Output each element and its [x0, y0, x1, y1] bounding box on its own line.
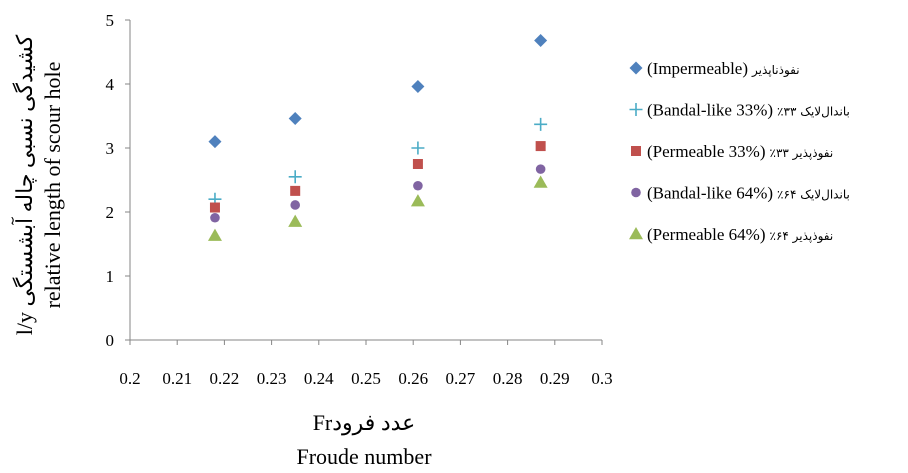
chart-axes — [129, 20, 602, 341]
data-point-triangle — [410, 194, 425, 207]
data-point-circle — [535, 164, 546, 174]
x-tick-label: 0.3 — [591, 369, 612, 388]
legend-item: (Bandal-like 64%) باندال‌لایک ۶۴٪ — [631, 184, 850, 203]
legend-label-en: (Impermeable) — [647, 59, 748, 78]
legend-label-fa: باندال‌لایک ۶۴٪ — [777, 188, 850, 202]
data-point-square — [209, 202, 220, 213]
x-tick-label: 0.27 — [446, 369, 476, 388]
data-point-plus — [288, 170, 302, 184]
y-tick-label: 5 — [106, 11, 115, 30]
data-point-diamond — [288, 112, 302, 126]
data-point-triangle — [207, 228, 222, 241]
legend-label-en: (Bandal-like 64%) — [647, 184, 773, 203]
y-tick-label: 4 — [106, 75, 115, 94]
legend-label-en: (Permeable 64%) — [647, 225, 765, 244]
x-tick-label: 0.25 — [351, 369, 381, 388]
legend-marker-square — [631, 146, 641, 156]
legend-label-en: (Permeable 33%) — [647, 142, 765, 161]
legend-label: (Bandal-like 33%) باندال‌لایک ۳۳٪ — [647, 101, 850, 120]
x-axis-title: Froude number — [296, 444, 432, 469]
data-point-circle — [413, 180, 423, 191]
x-tick-label: 0.28 — [493, 369, 523, 388]
legend-item: (Permeable 64%) نفوذپذیر ۶۴٪ — [629, 225, 833, 244]
x-tick-label: 0.24 — [304, 369, 334, 388]
data-point-plus — [534, 117, 548, 131]
legend-item: (Bandal-like 33%) باندال‌لایک ۳۳٪ — [629, 101, 850, 120]
data-points — [207, 33, 548, 241]
legend-item: (Impermeable) نفوذناپذیر — [629, 59, 800, 78]
x-tick-group: 0.2 0.21 0.22 0.23 0.24 0.25 0.26 0.27 0.28 0.29 0… — [119, 340, 613, 388]
legend-label: (Permeable 64%) نفوذپذیر ۶۴٪ — [647, 225, 833, 244]
data-point-diamond — [534, 33, 548, 47]
data-point-square — [535, 141, 546, 152]
legend-label: (Impermeable) نفوذناپذیر — [647, 59, 800, 78]
legend-label: (Bandal-like 64%) باندال‌لایک ۶۴٪ — [647, 184, 850, 203]
y-tick-label: 0 — [106, 331, 115, 350]
x-tick-label: 0.26 — [398, 369, 428, 388]
x-tick-label: 0.22 — [210, 369, 240, 388]
data-point-square — [290, 185, 301, 196]
x-tick-label: 0.23 — [257, 369, 287, 388]
data-point-plus — [411, 141, 425, 155]
data-point-triangle — [533, 175, 548, 188]
x-tick-label: 0.2 — [119, 369, 140, 388]
x-axis-title-fa: عدد فرودFr — [313, 410, 416, 436]
data-point-circle — [210, 212, 220, 223]
data-point-diamond — [411, 80, 425, 94]
legend-label: (Permeable 33%) نفوذپذیر ۳۳٪ — [647, 142, 833, 161]
legend-label-fa: باندال‌لایک ۳۳٪ — [777, 105, 850, 119]
legend-label-fa: نفوذناپذیر — [751, 63, 800, 78]
data-point-circle — [290, 200, 301, 210]
legend: (Impermeable) نفوذناپذیر (Bandal-like 33%)… — [629, 59, 850, 244]
data-point-square — [412, 159, 423, 169]
y-tick-label: 3 — [106, 139, 115, 158]
data-point-diamond — [208, 135, 222, 149]
x-tick-label: 0.21 — [162, 369, 192, 388]
y-axis-title: relative length of scour hole — [40, 62, 65, 309]
legend-label-fa: نفوذپذیر ۶۴٪ — [769, 229, 833, 244]
legend-item: (Permeable 33%) نفوذپذیر ۳۳٪ — [631, 142, 833, 161]
x-tick-label: 0.29 — [540, 369, 570, 388]
y-tick-label: 1 — [106, 267, 115, 286]
y-tick-label: 2 — [106, 203, 115, 222]
legend-label-en: (Bandal-like 33%) — [647, 101, 773, 120]
legend-marker-triangle — [629, 227, 643, 240]
legend-label-fa: نفوذپذیر ۳۳٪ — [769, 146, 833, 161]
y-tick-group: 0 1 2 3 4 5 — [106, 11, 130, 350]
legend-marker-plus — [629, 103, 643, 116]
legend-marker-diamond — [629, 61, 643, 75]
data-point-triangle — [288, 214, 303, 227]
legend-marker-circle — [631, 187, 641, 198]
y-axis-title-fa: کشیدگی نسبی چاله آبشستگی l/y — [11, 34, 37, 335]
